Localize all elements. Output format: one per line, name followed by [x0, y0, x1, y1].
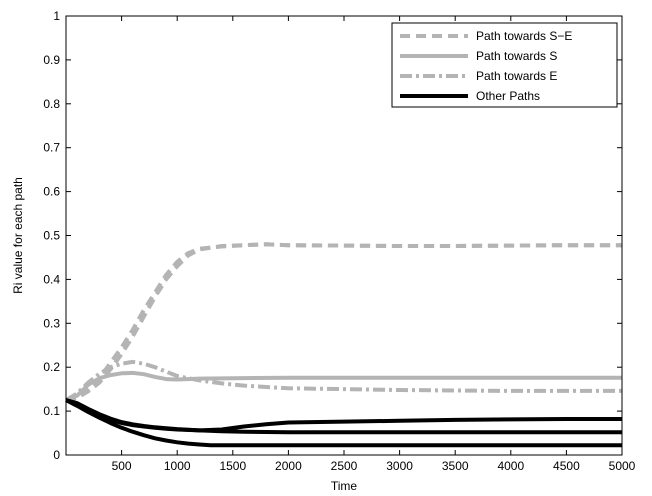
- y-tick-label: 0.3: [43, 316, 60, 330]
- legend-label: Path towards S−E: [476, 29, 572, 43]
- series-line-6: [65, 398, 622, 435]
- y-tick-label: 0.7: [43, 141, 60, 155]
- x-tick-label: 1500: [219, 459, 246, 473]
- y-tick-label: 0.9: [43, 53, 60, 67]
- y-tick-label: 0: [53, 448, 60, 462]
- y-axis-label: Ri value for each path: [11, 177, 25, 294]
- series-line-2: [65, 242, 622, 403]
- y-tick-label: 0.5: [43, 229, 60, 243]
- y-tick-label: 0.8: [43, 97, 60, 111]
- x-tick-label: 5000: [609, 459, 636, 473]
- x-tick-label: 3500: [442, 459, 469, 473]
- y-tick-label: 0.2: [43, 360, 60, 374]
- legend-box: [391, 22, 618, 108]
- x-tick-label: 1000: [164, 459, 191, 473]
- x-tick-label: 500: [112, 459, 132, 473]
- legend: Path towards S−E Path towards S Path towar…: [391, 22, 618, 108]
- legend-label: Path towards E: [476, 69, 557, 83]
- legend-label: Path towards S: [476, 49, 557, 63]
- series-line-3: [65, 370, 622, 402]
- x-tick-label: 2000: [275, 459, 302, 473]
- x-tick-label: 4500: [553, 459, 580, 473]
- plot-lines: [64, 242, 622, 448]
- x-tick-label: 4000: [497, 459, 524, 473]
- y-tick-label: 0.4: [43, 272, 60, 286]
- legend-label: Other Paths: [476, 89, 540, 103]
- series-line-7: [65, 398, 622, 448]
- x-tick-label: 3000: [386, 459, 413, 473]
- y-tick-label: 0.1: [43, 404, 60, 418]
- y-tick-label: 1: [53, 9, 60, 23]
- y-tick-label: 0.6: [43, 185, 60, 199]
- axis-ticks: 500 1000 1500 2000 2500 3000 3500 4000 4500 5000 0…: [43, 9, 635, 473]
- x-tick-label: 2500: [331, 459, 358, 473]
- x-axis-label: Time: [331, 479, 358, 493]
- series-line-4: [64, 359, 622, 402]
